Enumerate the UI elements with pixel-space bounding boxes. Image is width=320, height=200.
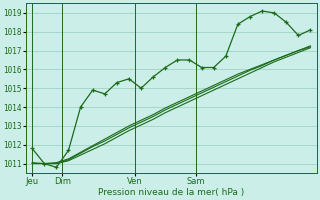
X-axis label: Pression niveau de la mer( hPa ): Pression niveau de la mer( hPa ) (98, 188, 244, 197)
